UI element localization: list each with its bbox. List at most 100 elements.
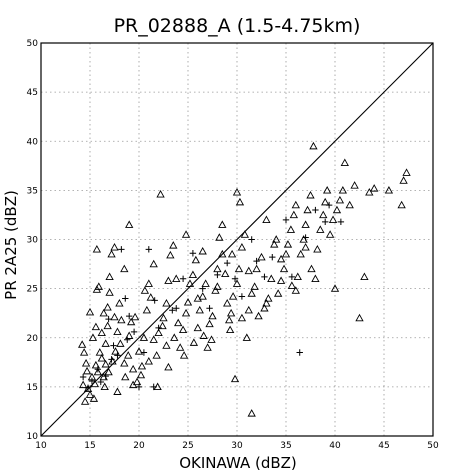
y-tick-label: 45 <box>27 88 38 98</box>
triangle-point <box>232 188 242 196</box>
triangle-point <box>303 205 312 214</box>
triangle-point <box>350 181 359 189</box>
plus-point <box>130 328 138 336</box>
triangle-point <box>82 366 92 375</box>
triangle-point <box>93 367 103 376</box>
triangle-point <box>207 335 216 343</box>
triangle-point <box>262 215 271 224</box>
triangle-point <box>301 220 310 228</box>
triangle-point <box>149 259 158 268</box>
triangle-point <box>108 357 117 365</box>
triangle-point <box>99 308 108 317</box>
triangle-point <box>83 384 93 393</box>
triangle-point <box>91 360 101 369</box>
triangle-point <box>208 311 217 320</box>
triangle-point <box>120 264 129 273</box>
triangle-point <box>97 328 106 337</box>
y-tick-label: 20 <box>27 334 39 344</box>
triangle-point <box>95 348 104 356</box>
triangle-point <box>81 358 91 367</box>
triangle-point <box>198 246 207 255</box>
plus-point <box>337 218 345 226</box>
triangle-point <box>88 333 98 341</box>
y-tick-label: 40 <box>27 137 39 147</box>
plus-point <box>238 293 246 300</box>
triangle-point <box>140 286 150 294</box>
triangle-point <box>103 302 112 311</box>
y-tick-label: 15 <box>27 383 38 393</box>
triangle-point <box>307 264 316 273</box>
plus-point <box>169 307 176 314</box>
triangle-point <box>159 313 168 322</box>
triangle-point <box>273 289 283 297</box>
plus-point <box>179 275 187 282</box>
triangle-point <box>234 264 244 273</box>
triangle-point <box>276 254 286 263</box>
triangle-point <box>162 341 171 349</box>
triangle-point <box>232 279 242 287</box>
x-axis-label: OKINAWA (dBZ) <box>179 454 297 472</box>
triangle-point <box>105 272 114 281</box>
plus-point <box>206 305 213 312</box>
triangle-point <box>97 354 106 362</box>
triangle-point <box>270 240 279 248</box>
triangle-point <box>289 210 299 219</box>
plus-point <box>248 236 255 243</box>
triangle-point <box>301 243 310 251</box>
triangle-point <box>218 220 227 228</box>
triangle-point <box>227 249 237 258</box>
triangle-point <box>262 299 271 307</box>
triangle-point <box>90 379 100 388</box>
triangle-point <box>172 274 181 282</box>
triangle-point <box>124 351 133 359</box>
triangle-point <box>309 141 318 150</box>
x-tick-label: 40 <box>329 441 341 451</box>
plus-point <box>108 356 115 363</box>
plus-point <box>214 271 221 279</box>
plus-point <box>296 349 303 356</box>
plus-point <box>269 253 276 261</box>
triangle-point <box>89 394 99 402</box>
triangle-point <box>272 235 281 243</box>
triangle-point <box>237 313 247 322</box>
plus-point <box>94 365 102 373</box>
plus-point <box>253 257 260 265</box>
triangle-point <box>205 319 214 328</box>
triangle-point <box>110 312 119 321</box>
triangle-point <box>325 230 335 238</box>
triangle-point <box>134 347 144 355</box>
triangle-point <box>242 333 251 341</box>
triangle-point <box>185 279 195 287</box>
tick-labels: 10 15 20 25 30 35 40 45 50 10 15 20 25 30 35 40 45 50 <box>27 39 439 451</box>
triangle-point <box>224 315 234 324</box>
triangle-point <box>199 331 208 339</box>
triangle-point <box>203 343 212 351</box>
plus-point <box>118 246 125 253</box>
triangle-point <box>101 359 110 368</box>
triangle-point <box>130 312 140 321</box>
triangle-point <box>128 380 138 389</box>
triangle-point <box>223 299 232 307</box>
triangle-point <box>225 325 235 334</box>
triangle-point <box>116 339 125 347</box>
triangle-point <box>107 249 116 258</box>
triangle-point <box>164 276 173 284</box>
triangle-point <box>103 321 112 330</box>
triangle-point <box>100 382 109 391</box>
plus-point <box>79 373 87 381</box>
triangle-point <box>78 380 88 389</box>
triangle-point <box>104 367 113 376</box>
plus-point <box>97 378 104 386</box>
triangle-point <box>260 303 269 312</box>
triangle-point <box>117 315 126 324</box>
y-tick-label: 10 <box>27 432 39 442</box>
triangle-point <box>257 252 266 261</box>
triangle-point <box>276 276 286 284</box>
triangle-point <box>291 200 300 209</box>
triangle-point <box>313 244 322 253</box>
plus-point <box>84 384 92 392</box>
triangle-point <box>125 331 134 339</box>
plus-point <box>135 383 143 391</box>
triangle-point <box>240 230 250 238</box>
x-tick-label: 50 <box>427 441 439 451</box>
